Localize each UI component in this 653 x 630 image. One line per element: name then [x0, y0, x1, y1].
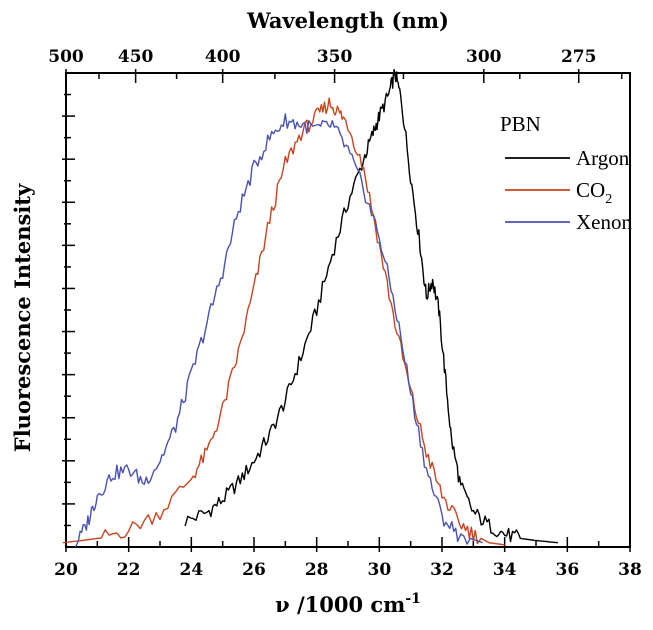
top-tick-label: 275 [561, 47, 597, 67]
legend-entries: Argon CO2 Xenon [505, 146, 632, 234]
x-axis-title-main: ν /1000 cm [275, 592, 405, 617]
x-axis-title-sup: -1 [405, 591, 421, 607]
x-tick-label: 34 [493, 560, 517, 580]
x-tick-label: 20 [54, 560, 78, 580]
bottom-axis-ticks: 20 22 24 26 28 30 32 34 36 38 [54, 537, 642, 580]
legend-label-subscript: 2 [605, 192, 612, 207]
top-tick-label: 500 [48, 47, 84, 67]
legend: PBN Argon CO2 Xenon [500, 112, 632, 234]
legend-title: PBN [500, 112, 541, 136]
x-tick-label: 38 [618, 560, 642, 580]
x-tick-label: 24 [179, 560, 203, 580]
top-tick-label: 450 [118, 47, 154, 67]
x-tick-label: 26 [242, 560, 266, 580]
top-tick-label: 350 [317, 47, 353, 67]
left-axis-ticks [62, 93, 75, 527]
legend-label-text: Xenon [576, 210, 632, 234]
top-tick-label: 400 [205, 47, 241, 67]
legend-label-argon: Argon [576, 146, 630, 170]
series-line-co2 [62, 97, 505, 546]
x-tick-label: 22 [117, 560, 141, 580]
x-tick-label: 32 [430, 560, 454, 580]
top-axis-title: Wavelength (nm) [246, 8, 449, 33]
x-tick-label: 30 [367, 560, 391, 580]
series-lines [62, 68, 558, 548]
x-axis-title: ν /1000 cm-1 [275, 591, 421, 617]
y-axis-title: Fluorescence Intensity [10, 183, 35, 452]
legend-label-co2: CO2 [576, 178, 612, 207]
legend-label-xenon: Xenon [576, 210, 632, 234]
plot-frame [65, 72, 631, 548]
series-line-xenon [74, 113, 483, 548]
x-tick-label: 36 [555, 560, 579, 580]
top-axis-ticks: 500 450 400 350 300 275 [48, 47, 623, 83]
series-line-argon [184, 68, 558, 544]
legend-label-text: Argon [576, 146, 630, 170]
top-tick-label: 300 [466, 47, 502, 67]
legend-label-text: CO [576, 178, 605, 202]
x-tick-label: 28 [305, 560, 329, 580]
